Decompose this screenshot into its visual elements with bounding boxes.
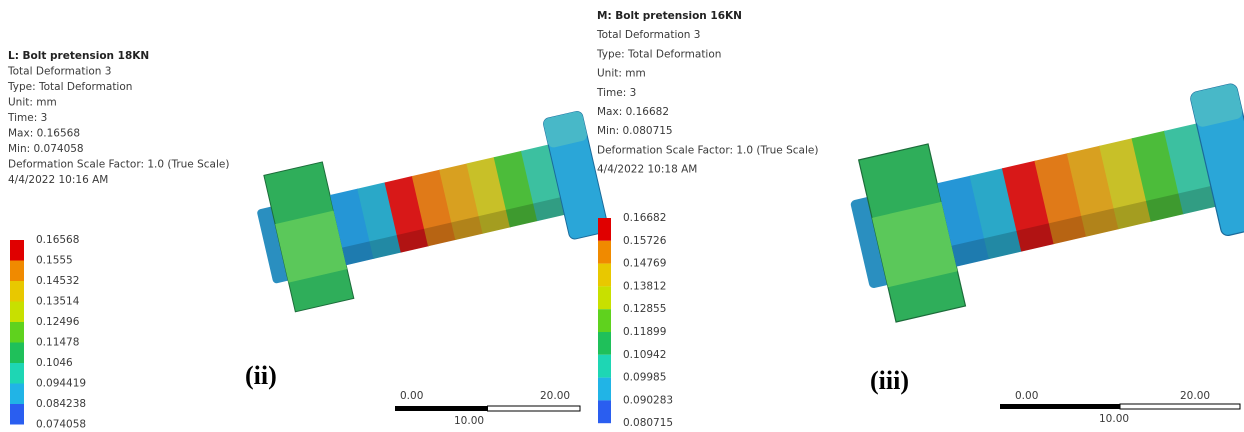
legend-label: 0.13514: [36, 296, 80, 308]
header-title: L: Bolt pretension 18KN: [8, 50, 149, 62]
header-line: Total Deformation 3: [7, 66, 111, 78]
legend-swatch: [598, 286, 611, 309]
header-line: Deformation Scale Factor: 1.0 (True Scal…: [8, 159, 229, 171]
legend-label: 0.15726: [623, 235, 667, 247]
scale-middle: 10.00: [454, 415, 484, 427]
header-line: Time: 3: [7, 112, 47, 124]
legend-swatch: [10, 302, 24, 323]
header-line: Unit: mm: [597, 68, 646, 80]
legend-swatch: [598, 355, 611, 378]
legend-label: 0.1046: [36, 357, 73, 369]
legend-label: 0.12496: [36, 316, 80, 328]
legend-label: 0.1555: [36, 255, 73, 267]
header-line: Type: Total Deformation: [7, 81, 132, 93]
scale-bar: [488, 406, 581, 411]
legend-swatch: [10, 281, 24, 302]
legend-label: 0.14532: [36, 275, 79, 287]
legend-swatch: [598, 218, 611, 241]
header-line: Min: 0.080715: [597, 125, 673, 137]
bolt: [841, 73, 1244, 326]
header-line: Time: 3: [596, 87, 636, 99]
header-title: M: Bolt pretension 16KN: [597, 10, 742, 22]
header-line: Min: 0.074058: [8, 143, 84, 155]
legend-swatch: [598, 332, 611, 355]
legend-label: 0.094419: [36, 378, 86, 390]
legend-label: 0.11478: [36, 337, 79, 349]
legend-label: 0.10942: [623, 349, 666, 361]
legend-swatch: [10, 240, 24, 261]
header-line: Unit: mm: [8, 97, 57, 109]
legend-label: 0.074058: [36, 419, 86, 431]
header-line: Total Deformation 3: [596, 29, 700, 41]
scale-left: 0.00: [400, 390, 423, 402]
legend-label: 0.12855: [623, 303, 666, 315]
header-line: Max: 0.16568: [8, 128, 80, 140]
legend-label: 0.080715: [623, 417, 673, 429]
header-line: 4/4/2022 10:18 AM: [597, 164, 697, 176]
legend-swatch: [10, 322, 24, 343]
legend-label: 0.16682: [623, 212, 666, 224]
header-line: Deformation Scale Factor: 1.0 (True Scal…: [597, 144, 818, 156]
legend-label: 0.13812: [623, 280, 666, 292]
legend-swatch: [10, 343, 24, 364]
scale-left: 0.00: [1015, 390, 1038, 402]
legend-label: 0.090283: [623, 394, 673, 406]
legend-swatch: [598, 241, 611, 264]
legend-swatch: [10, 363, 24, 384]
legend-label: 0.09985: [623, 372, 666, 384]
legend-label: 0.11899: [623, 326, 666, 338]
bolt: [249, 103, 611, 316]
panel-tag: (ii): [245, 361, 277, 390]
scale-bar: [1120, 404, 1240, 409]
header-line: Max: 0.16682: [597, 106, 669, 118]
panel-tag: (iii): [870, 366, 909, 395]
scale-right: 20.00: [540, 390, 570, 402]
scale-bar: [395, 406, 488, 411]
legend-label: 0.14769: [623, 258, 666, 270]
scale-bar: [1000, 404, 1120, 409]
scale-middle: 10.00: [1099, 413, 1129, 425]
figure: L: Bolt pretension 18KN Total Deformation…: [0, 0, 1244, 432]
header-line: 4/4/2022 10:16 AM: [8, 174, 108, 186]
legend-swatch: [10, 261, 24, 282]
legend-label: 0.084238: [36, 398, 86, 410]
legend-swatch: [10, 384, 24, 405]
scale-right: 20.00: [1180, 390, 1210, 402]
legend-label: 0.16568: [36, 234, 79, 246]
legend-swatch: [598, 400, 611, 423]
legend-swatch: [598, 378, 611, 401]
legend-swatch: [598, 264, 611, 287]
page: {"panels": [ {"header": ["L: Bolt preten…: [0, 0, 1244, 432]
header-line: Type: Total Deformation: [596, 48, 721, 60]
legend-swatch: [598, 309, 611, 332]
legend-swatch: [10, 404, 24, 425]
